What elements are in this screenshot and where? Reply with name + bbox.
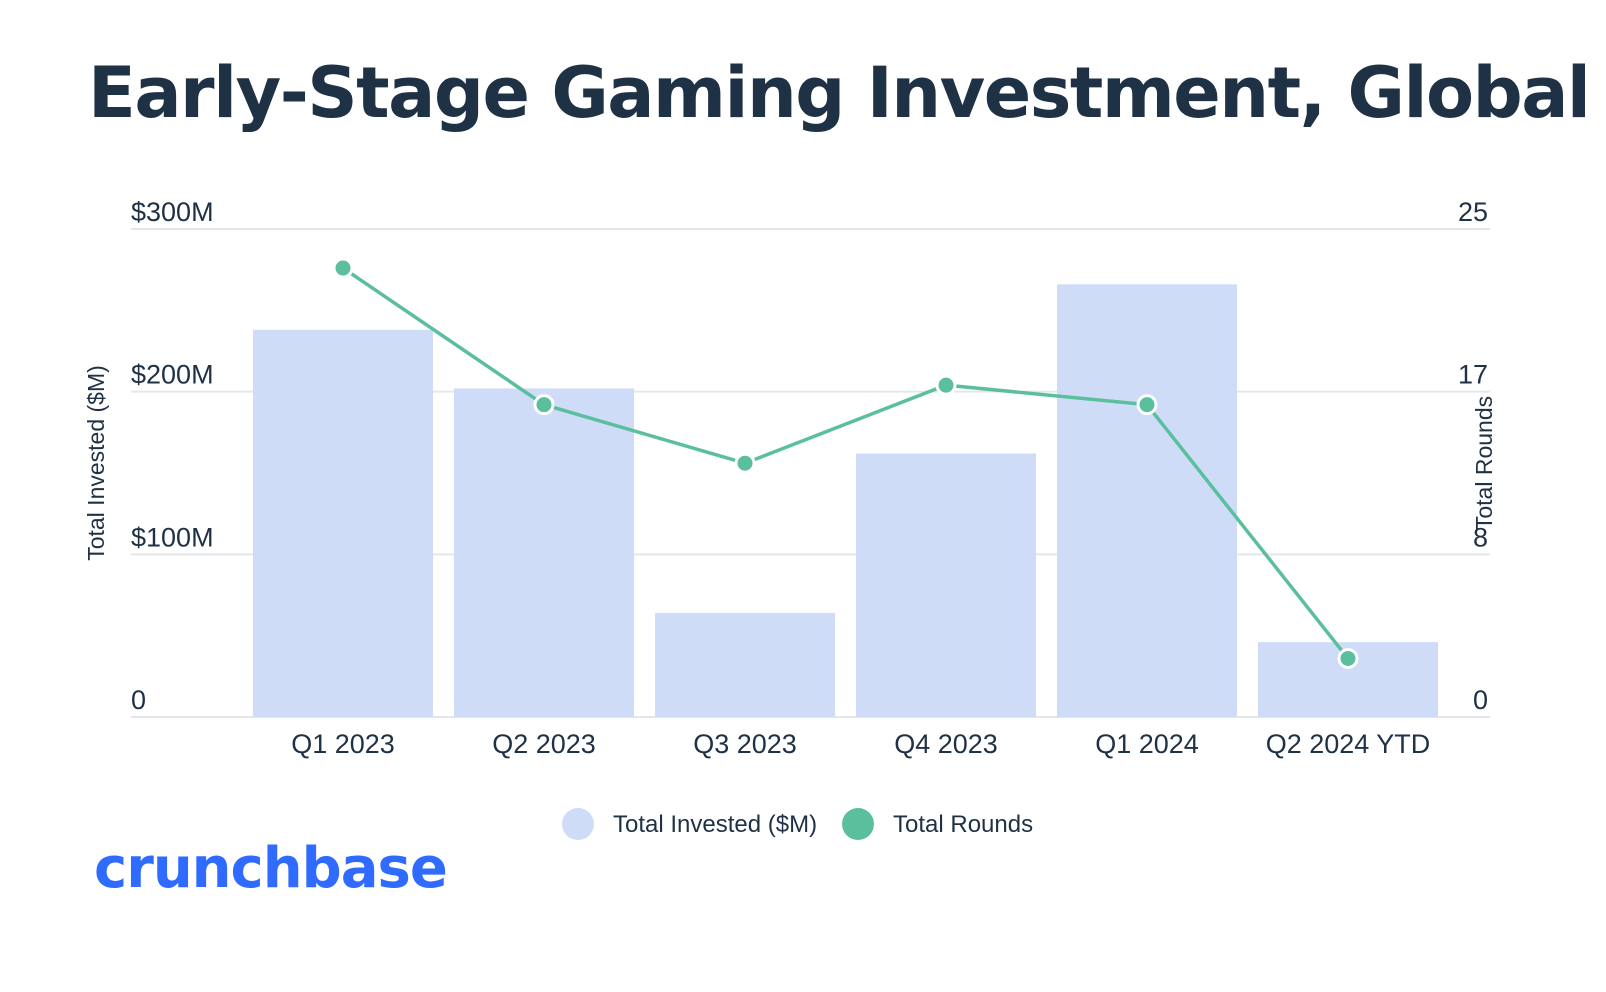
bar <box>655 612 835 717</box>
data-point <box>935 374 957 396</box>
bar <box>253 329 433 717</box>
right-tick-label: 17 <box>1458 360 1488 390</box>
left-tick-label: $300M <box>131 197 214 227</box>
x-axis-labels: Q1 2023 Q2 2023 Q3 2023 Q4 2023 Q1 2024 Q2 20… <box>291 729 1430 759</box>
legend-invested-swatch <box>562 808 594 840</box>
bars <box>253 284 1438 717</box>
left-tick-label: 0 <box>131 685 146 715</box>
legend-rounds-swatch <box>842 808 874 840</box>
data-point <box>533 394 555 416</box>
right-tick-label: 0 <box>1473 685 1488 715</box>
chart-title: Early-Stage Gaming Investment, Global <box>88 52 1591 134</box>
x-tick-label: Q3 2023 <box>693 729 797 759</box>
x-tick-label: Q1 2023 <box>291 729 395 759</box>
data-point <box>734 452 756 474</box>
bar <box>1057 284 1237 717</box>
bar <box>454 388 634 717</box>
rounds-line-path <box>342 266 1350 660</box>
right-axis-title: Total Rounds <box>1471 396 1497 530</box>
right-tick-label: 8 <box>1473 522 1488 552</box>
legend: Total Invested ($M) Total Rounds <box>562 808 1033 840</box>
left-tick-label: $100M <box>131 522 214 552</box>
x-tick-label: Q1 2024 <box>1095 729 1199 759</box>
legend-invested-label: Total Invested ($M) <box>613 811 817 838</box>
left-axis-ticks: 0 $100M $200M $300M <box>131 197 214 715</box>
rounds-line <box>332 257 1359 669</box>
legend-rounds-label: Total Rounds <box>893 811 1033 838</box>
data-point <box>1136 394 1158 416</box>
data-point <box>332 257 354 279</box>
crunchbase-logo: crunchbase <box>94 836 448 901</box>
data-point <box>1337 647 1359 669</box>
right-tick-label: 25 <box>1458 197 1488 227</box>
left-axis-title: Total Invested ($M) <box>83 365 109 561</box>
x-tick-label: Q4 2023 <box>894 729 998 759</box>
left-tick-label: $200M <box>131 360 214 390</box>
bar <box>856 453 1036 717</box>
x-tick-label: Q2 2024 YTD <box>1266 729 1431 759</box>
x-tick-label: Q2 2023 <box>492 729 596 759</box>
right-axis-ticks: 0 8 17 25 <box>1458 197 1488 715</box>
